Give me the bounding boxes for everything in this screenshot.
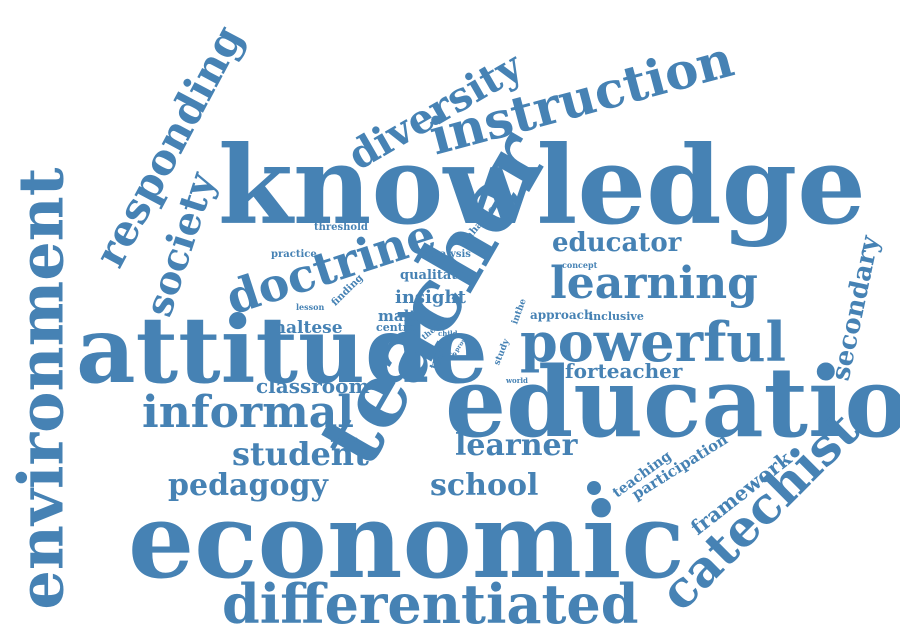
word-threshold: threshold [314,222,368,233]
decorative-dot [587,481,601,495]
word-learner: learner [455,428,578,463]
word-differentiated: differentiated [222,571,639,634]
word-malta: malta [378,307,426,325]
word-classroom: classroom [256,374,370,398]
word-analysis: analysis [426,249,471,260]
word-attitude: attitude [76,296,488,405]
word-centre: centre [376,321,416,335]
word-learning: learning [550,257,758,309]
word-pedagogy: pedagogy [168,468,328,503]
word-student: student [232,435,369,474]
word-practice: practice [271,249,317,260]
word-theme: theme [330,433,359,444]
word-approach: approach [530,308,593,323]
word-school: school [430,468,539,503]
word-maltese: maltese [268,318,343,339]
word-child: child [438,329,458,339]
word-powerful: powerful [520,309,787,374]
word-inclusive: inclusive [589,310,644,324]
word-economic: economic [128,478,685,602]
word-environment: environment [4,168,78,610]
word-forteacher: forteacher [565,359,683,383]
word-world: world [506,376,528,386]
word-lesson: lesson [296,301,325,312]
word-education: education [445,346,900,460]
word-concept: concept [562,259,598,270]
word-insight: insight [395,286,466,308]
word-ace: ace [442,348,458,359]
word-knowledge: knowledge [218,122,866,249]
word-informal: informal [142,386,354,438]
word-qualitative: qualitative [400,267,479,283]
word-educator: educator [552,228,682,259]
